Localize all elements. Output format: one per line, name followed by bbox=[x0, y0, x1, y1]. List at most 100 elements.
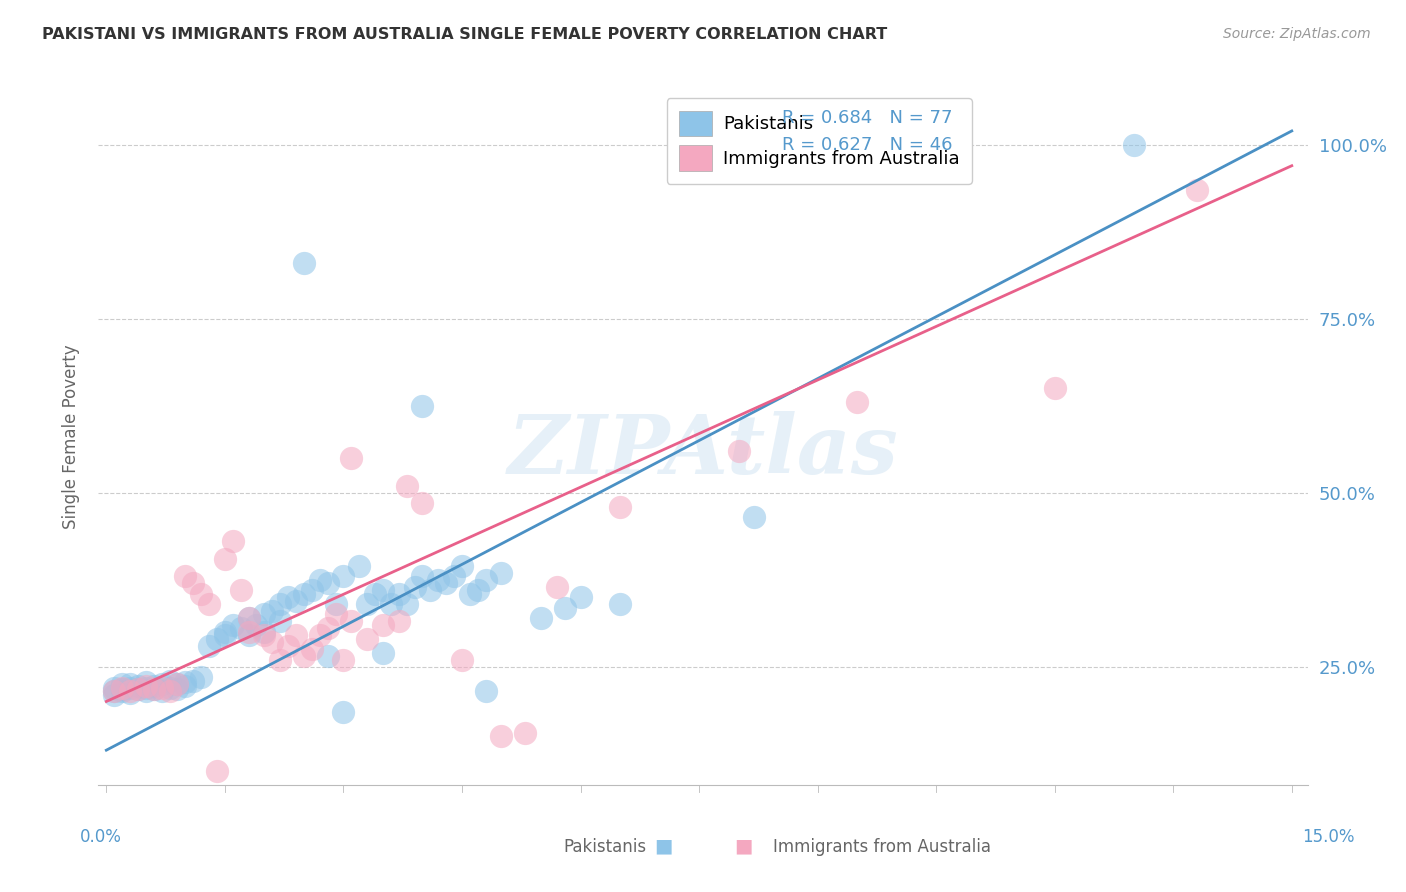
Pakistanis bbox=[135, 681, 157, 695]
Pakistanis bbox=[174, 679, 197, 693]
Y-axis label: Single Female Poverty: Single Female Poverty bbox=[62, 345, 80, 529]
Immigrants from Australia bbox=[127, 681, 149, 696]
Immigrants from Australia bbox=[111, 681, 134, 695]
Immigrants from Australia bbox=[222, 534, 245, 549]
Pakistanis bbox=[569, 590, 592, 604]
Pakistanis bbox=[474, 573, 496, 587]
Pakistanis bbox=[554, 600, 576, 615]
Immigrants from Australia bbox=[205, 764, 228, 778]
Pakistanis bbox=[150, 684, 173, 698]
Immigrants from Australia bbox=[395, 479, 418, 493]
Pakistanis bbox=[356, 597, 378, 611]
Immigrants from Australia bbox=[325, 607, 347, 622]
Text: Immigrants from Australia: Immigrants from Australia bbox=[773, 838, 991, 856]
Pakistanis bbox=[262, 604, 284, 618]
Immigrants from Australia bbox=[229, 583, 252, 598]
Pakistanis bbox=[238, 611, 260, 625]
Immigrants from Australia bbox=[515, 726, 537, 740]
Pakistanis bbox=[253, 624, 276, 639]
Immigrants from Australia bbox=[340, 615, 363, 629]
Text: Pakistanis: Pakistanis bbox=[564, 838, 647, 856]
Immigrants from Australia bbox=[1185, 183, 1208, 197]
Pakistanis bbox=[135, 675, 157, 690]
Text: 0.0%: 0.0% bbox=[80, 828, 122, 846]
Pakistanis bbox=[292, 587, 315, 601]
Pakistanis bbox=[491, 566, 513, 580]
Pakistanis bbox=[135, 684, 157, 698]
Immigrants from Australia bbox=[103, 684, 125, 698]
Pakistanis bbox=[325, 597, 347, 611]
Pakistanis bbox=[103, 684, 125, 698]
Text: R = 0.627   N = 46: R = 0.627 N = 46 bbox=[782, 136, 952, 153]
Pakistanis bbox=[127, 681, 149, 696]
Immigrants from Australia bbox=[277, 639, 299, 653]
Text: 15.0%: 15.0% bbox=[1302, 828, 1355, 846]
Pakistanis bbox=[395, 597, 418, 611]
Immigrants from Australia bbox=[181, 576, 204, 591]
Pakistanis bbox=[316, 576, 339, 591]
Immigrants from Australia bbox=[135, 679, 157, 693]
Immigrants from Australia bbox=[150, 681, 173, 695]
Immigrants from Australia bbox=[1043, 381, 1066, 395]
Pakistanis bbox=[411, 569, 433, 583]
Legend: Pakistanis, Immigrants from Australia: Pakistanis, Immigrants from Australia bbox=[666, 98, 972, 184]
Immigrants from Australia bbox=[238, 611, 260, 625]
Pakistanis bbox=[419, 583, 441, 598]
Pakistanis bbox=[404, 580, 426, 594]
Pakistanis bbox=[292, 256, 315, 270]
Pakistanis bbox=[1122, 137, 1144, 152]
Immigrants from Australia bbox=[285, 628, 308, 642]
Text: ■: ■ bbox=[734, 837, 752, 855]
Pakistanis bbox=[159, 681, 181, 695]
Immigrants from Australia bbox=[159, 684, 181, 698]
Pakistanis bbox=[332, 705, 354, 719]
Pakistanis bbox=[142, 679, 165, 693]
Immigrants from Australia bbox=[238, 624, 260, 639]
Immigrants from Australia bbox=[316, 621, 339, 635]
Pakistanis bbox=[467, 583, 489, 598]
Pakistanis bbox=[166, 677, 188, 691]
Immigrants from Australia bbox=[166, 677, 188, 691]
Pakistanis bbox=[111, 677, 134, 691]
Pakistanis bbox=[238, 628, 260, 642]
Pakistanis bbox=[118, 677, 141, 691]
Pakistanis bbox=[458, 587, 481, 601]
Immigrants from Australia bbox=[198, 597, 221, 611]
Pakistanis bbox=[222, 618, 245, 632]
Pakistanis bbox=[174, 675, 197, 690]
Pakistanis bbox=[118, 686, 141, 700]
Pakistanis bbox=[190, 670, 212, 684]
Pakistanis bbox=[308, 573, 330, 587]
Pakistanis bbox=[443, 569, 465, 583]
Pakistanis bbox=[150, 677, 173, 691]
Immigrants from Australia bbox=[371, 618, 394, 632]
Pakistanis bbox=[388, 587, 411, 601]
Pakistanis bbox=[332, 569, 354, 583]
Pakistanis bbox=[166, 681, 188, 696]
Pakistanis bbox=[127, 679, 149, 693]
Pakistanis bbox=[371, 583, 394, 598]
Pakistanis bbox=[451, 558, 474, 573]
Immigrants from Australia bbox=[332, 653, 354, 667]
Pakistanis bbox=[364, 587, 387, 601]
Pakistanis bbox=[301, 583, 323, 598]
Immigrants from Australia bbox=[411, 496, 433, 510]
Immigrants from Australia bbox=[214, 551, 236, 566]
Pakistanis bbox=[269, 597, 291, 611]
Immigrants from Australia bbox=[546, 580, 568, 594]
Pakistanis bbox=[142, 681, 165, 696]
Pakistanis bbox=[111, 681, 134, 696]
Text: Source: ZipAtlas.com: Source: ZipAtlas.com bbox=[1223, 27, 1371, 41]
Pakistanis bbox=[214, 628, 236, 642]
Pakistanis bbox=[205, 632, 228, 646]
Immigrants from Australia bbox=[340, 450, 363, 465]
Immigrants from Australia bbox=[174, 569, 197, 583]
Immigrants from Australia bbox=[491, 729, 513, 743]
Immigrants from Australia bbox=[609, 500, 631, 514]
Pakistanis bbox=[111, 684, 134, 698]
Pakistanis bbox=[103, 681, 125, 695]
Immigrants from Australia bbox=[142, 681, 165, 696]
Immigrants from Australia bbox=[356, 632, 378, 646]
Pakistanis bbox=[245, 618, 267, 632]
Immigrants from Australia bbox=[301, 642, 323, 657]
